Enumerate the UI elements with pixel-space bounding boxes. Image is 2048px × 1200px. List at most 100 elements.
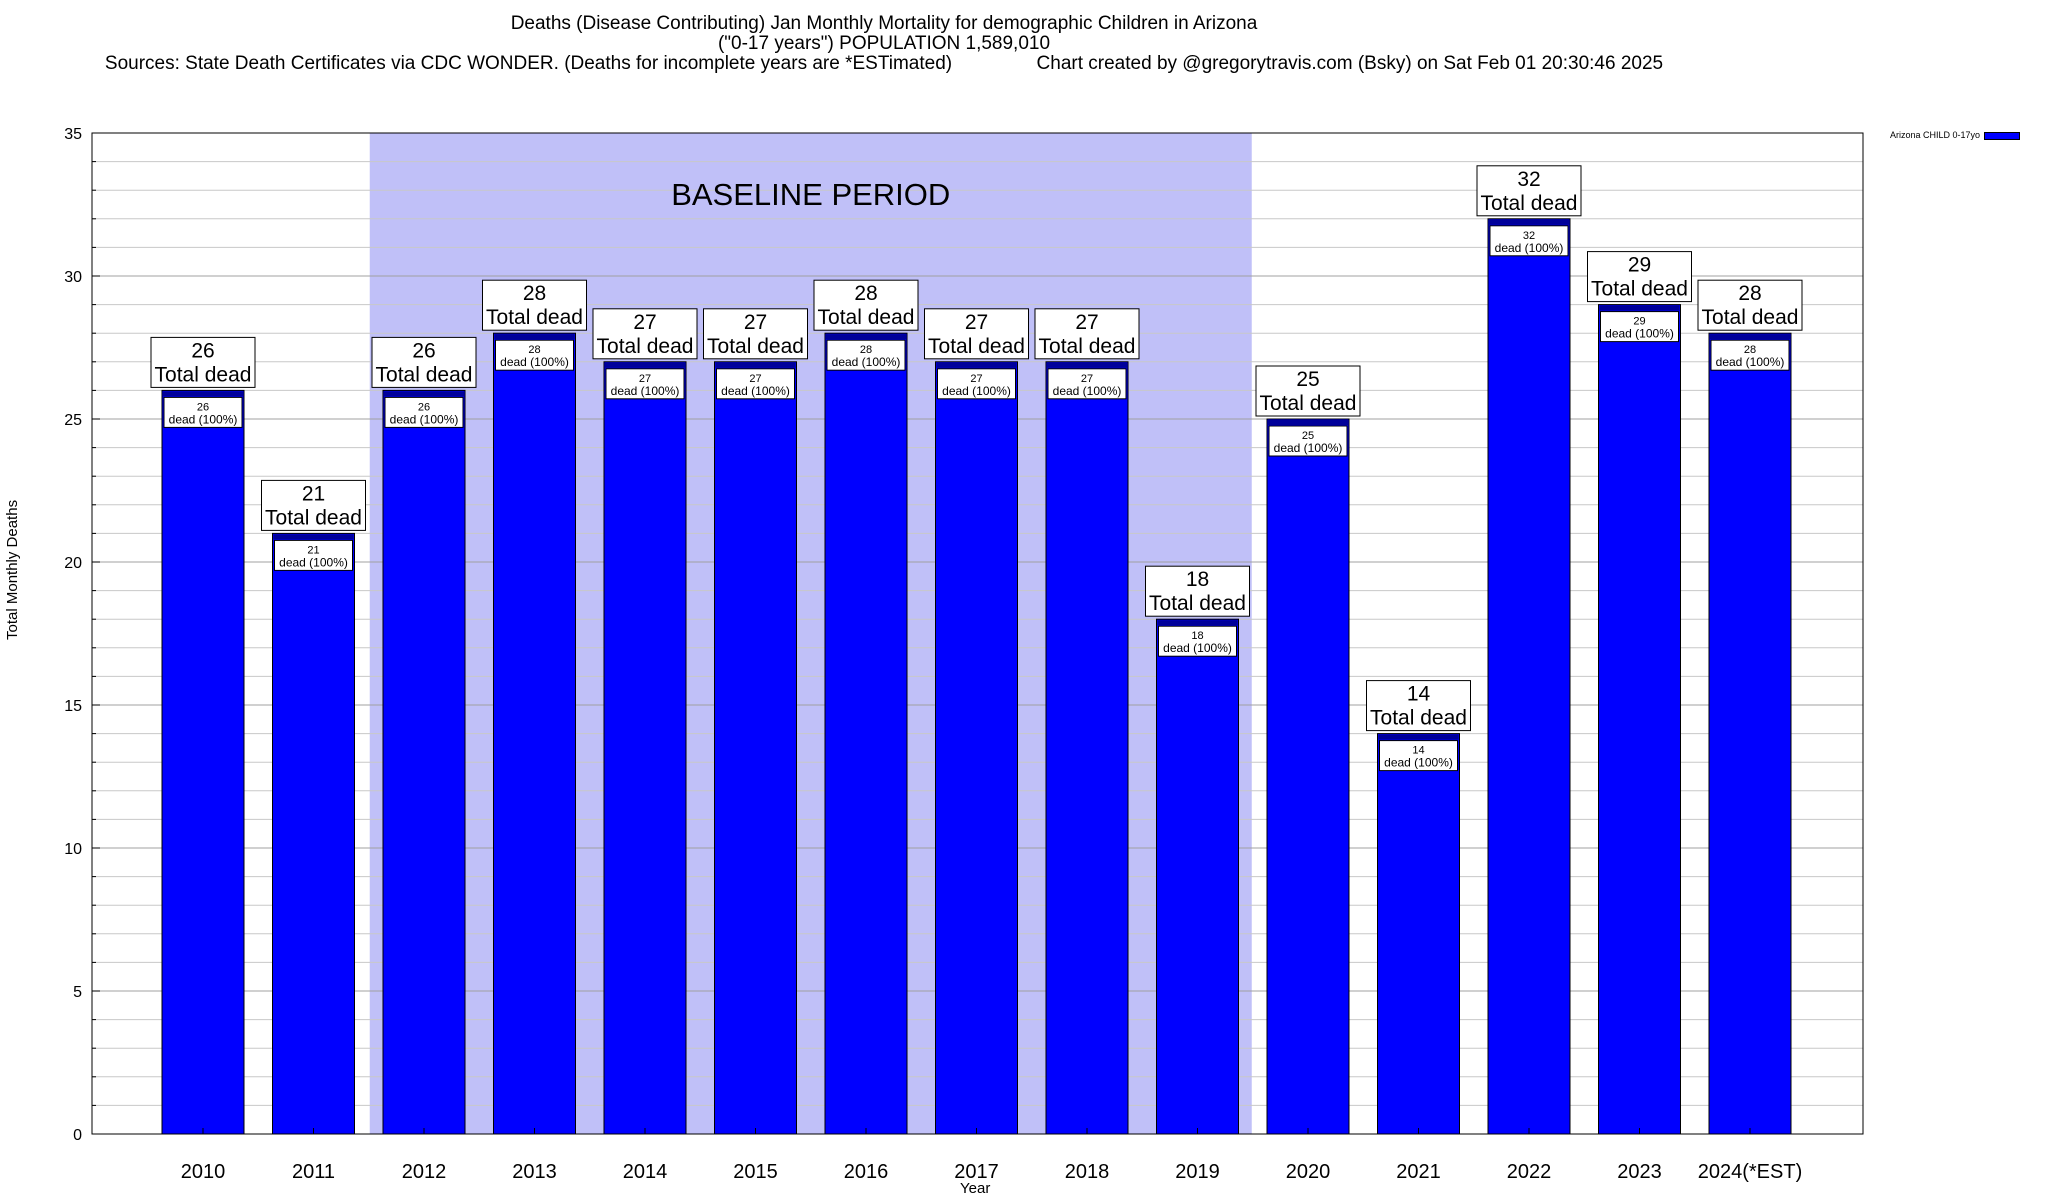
bar (493, 332, 576, 1135)
x-tick-label: 2015 (733, 1161, 778, 1183)
bar-top-stripe (494, 334, 575, 340)
x-tick-label: 2020 (1286, 1161, 1331, 1183)
inner-pct-label: dead (100%) (611, 384, 680, 398)
inner-label-box (274, 539, 353, 571)
bar (382, 389, 466, 1135)
bar (1708, 332, 1792, 1135)
inner-value-label: 18 (1191, 630, 1203, 642)
bar (714, 361, 797, 1135)
total-value-label: 18 (1186, 568, 1209, 591)
total-text-label: Total dead (265, 506, 362, 529)
x-tick-label: 2010 (181, 1161, 226, 1183)
total-label-box (703, 308, 808, 360)
inner-value-label: 28 (860, 344, 872, 356)
chart-title: Deaths (Disease Contributing) Jan Monthl… (510, 13, 1258, 34)
inner-label-box (1489, 225, 1569, 257)
inner-pct-label: dead (100%) (169, 412, 238, 426)
inner-value-label: 28 (1744, 344, 1756, 356)
x-tick-label: 2016 (844, 1161, 889, 1183)
legend-label: Arizona CHILD 0-17yo (1890, 130, 1981, 140)
total-text-label: Total dead (1370, 707, 1467, 730)
total-value-label: 27 (1075, 311, 1098, 334)
inner-label-box (1710, 339, 1790, 371)
bar-top-stripe (715, 362, 796, 368)
legend: Arizona CHILD 0-17yo (1890, 130, 2021, 140)
total-label-box (1255, 365, 1361, 417)
inner-label-box (384, 396, 464, 428)
bar (1266, 418, 1350, 1135)
inner-value-label: 28 (528, 344, 540, 356)
total-label-box (1697, 279, 1803, 331)
total-text-label: Total dead (1039, 335, 1136, 358)
total-text-label: Total dead (818, 306, 915, 329)
bar (824, 332, 908, 1135)
inner-value-label: 27 (970, 373, 982, 385)
bar (272, 532, 355, 1135)
inner-label-box (163, 396, 243, 428)
inner-label-box (937, 368, 1016, 400)
total-label-box (150, 336, 256, 388)
total-label-box (1366, 680, 1471, 732)
bar-top-stripe (936, 362, 1017, 368)
bar-top-stripe (826, 334, 906, 340)
inner-pct-label: dead (100%) (942, 384, 1011, 398)
baseline-label: BASELINE PERIOD (671, 177, 950, 212)
inner-label-box (1047, 368, 1127, 400)
total-text-label: Total dead (1481, 192, 1578, 215)
y-tick-label: 15 (64, 698, 82, 715)
bar-top-stripe (1157, 620, 1238, 626)
total-value-label: 27 (965, 311, 988, 334)
total-value-label: 21 (302, 482, 325, 505)
bar-top-stripe (1710, 334, 1790, 340)
x-tick-label: 2022 (1507, 1161, 1552, 1183)
bar-top-stripe (1489, 219, 1569, 225)
inner-pct-label: dead (100%) (390, 412, 459, 426)
inner-pct-label: dead (100%) (1605, 327, 1674, 341)
total-value-label: 28 (523, 282, 546, 305)
total-value-label: 29 (1628, 254, 1651, 277)
bar-top-stripe (384, 391, 464, 397)
total-text-label: Total dead (486, 306, 583, 329)
inner-pct-label: dead (100%) (1384, 756, 1453, 770)
inner-label-box (495, 339, 574, 371)
total-label-box (1587, 251, 1692, 303)
bar (603, 361, 687, 1135)
chart-subtitle: ("0-17 years") POPULATION 1,589,010 (717, 33, 1051, 54)
inner-label-box (605, 368, 685, 400)
bar-top-stripe (273, 534, 354, 540)
inner-value-label: 27 (1081, 373, 1093, 385)
inner-value-label: 27 (639, 373, 651, 385)
inner-pct-label: dead (100%) (1495, 241, 1564, 255)
inner-pct-label: dead (100%) (721, 384, 790, 398)
inner-label-box (1379, 740, 1458, 772)
total-text-label: Total dead (707, 335, 804, 358)
total-value-label: 27 (744, 311, 767, 334)
x-tick-label: 2013 (512, 1161, 557, 1183)
x-tick-label: 2018 (1065, 1161, 1110, 1183)
chart-sources: Sources: State Death Certificates via CD… (104, 53, 1664, 74)
y-tick-label: 10 (64, 841, 82, 858)
x-tick-label: 2019 (1175, 1161, 1220, 1183)
total-label-box (1476, 165, 1582, 217)
total-label-box (482, 279, 587, 331)
bar-top-stripe (1047, 362, 1127, 368)
total-value-label: 14 (1407, 683, 1431, 706)
y-tick-label: 0 (73, 1127, 82, 1144)
bar-top-stripe (1378, 734, 1459, 740)
inner-pct-label: dead (100%) (279, 555, 348, 569)
inner-pct-label: dead (100%) (832, 355, 901, 369)
inner-value-label: 21 (307, 544, 319, 556)
bar (1156, 618, 1239, 1135)
total-text-label: Total dead (1260, 392, 1357, 415)
total-label-box (371, 336, 477, 388)
inner-value-label: 26 (418, 401, 430, 413)
bar (1487, 218, 1571, 1135)
inner-value-label: 25 (1302, 430, 1314, 442)
total-text-label: Total dead (597, 335, 694, 358)
y-tick-label: 20 (64, 555, 82, 572)
total-label-box (813, 279, 919, 331)
inner-pct-label: dead (100%) (1053, 384, 1122, 398)
total-value-label: 32 (1517, 168, 1540, 191)
inner-label-box (1158, 625, 1237, 657)
